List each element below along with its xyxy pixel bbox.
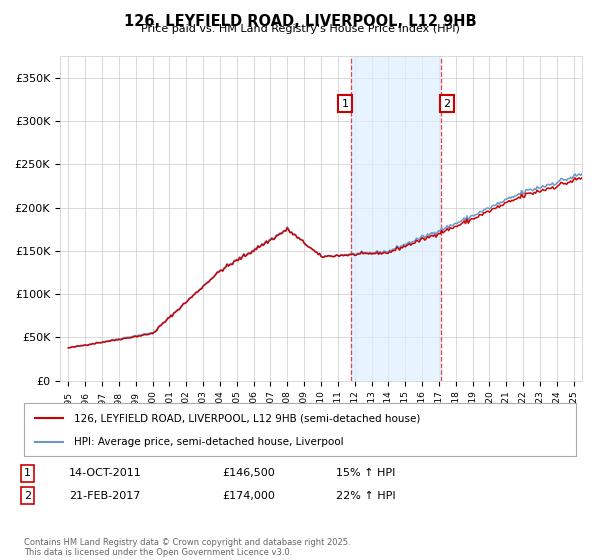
Text: 14-OCT-2011: 14-OCT-2011 <box>69 468 142 478</box>
Text: 2: 2 <box>24 491 31 501</box>
Text: 1: 1 <box>341 99 349 109</box>
Text: 126, LEYFIELD ROAD, LIVERPOOL, L12 9HB (semi-detached house): 126, LEYFIELD ROAD, LIVERPOOL, L12 9HB (… <box>74 413 420 423</box>
Text: 2: 2 <box>443 99 451 109</box>
Text: 126, LEYFIELD ROAD, LIVERPOOL, L12 9HB: 126, LEYFIELD ROAD, LIVERPOOL, L12 9HB <box>124 14 476 29</box>
Text: 15% ↑ HPI: 15% ↑ HPI <box>336 468 395 478</box>
Text: £146,500: £146,500 <box>222 468 275 478</box>
Text: Contains HM Land Registry data © Crown copyright and database right 2025.
This d: Contains HM Land Registry data © Crown c… <box>24 538 350 557</box>
Bar <box>351 56 441 381</box>
Text: 1: 1 <box>24 468 31 478</box>
Text: Price paid vs. HM Land Registry's House Price Index (HPI): Price paid vs. HM Land Registry's House … <box>140 24 460 34</box>
Text: HPI: Average price, semi-detached house, Liverpool: HPI: Average price, semi-detached house,… <box>74 436 343 446</box>
Text: £174,000: £174,000 <box>222 491 275 501</box>
Text: 22% ↑ HPI: 22% ↑ HPI <box>336 491 395 501</box>
Text: 21-FEB-2017: 21-FEB-2017 <box>69 491 140 501</box>
